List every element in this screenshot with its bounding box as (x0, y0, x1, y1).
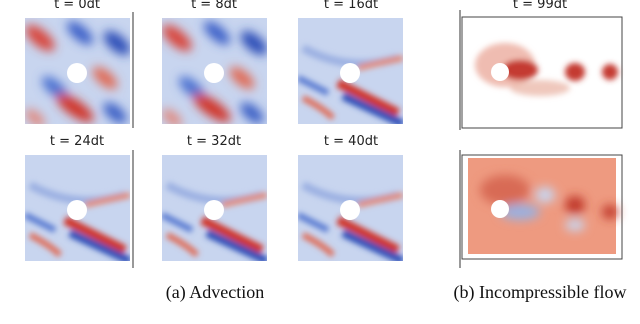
field-image (162, 155, 267, 261)
advection: t = 0dt t = 8dt t = 16dt t = 24dt t = 32… (21, 0, 403, 303)
panel-title: t = 8dt (191, 0, 237, 12)
panel-title: t = 24dt (50, 134, 104, 149)
panel-title: t = 40dt (324, 134, 378, 149)
field-image (21, 17, 134, 130)
incompressible: t = 99dt (b) Incompressible flow (454, 0, 627, 303)
field-image (298, 18, 403, 124)
field-image (25, 155, 130, 261)
panel-title: t = 32dt (187, 134, 241, 149)
field-image (158, 17, 271, 130)
panel-title: t = 16dt (324, 0, 378, 12)
field-image (468, 158, 616, 254)
caption: (b) Incompressible flow (454, 282, 627, 303)
panel-title: t = 99dt (513, 0, 567, 12)
caption: (a) Advection (166, 282, 264, 303)
panel-title: t = 0dt (54, 0, 100, 12)
field-image (298, 155, 403, 261)
field-structures (480, 175, 618, 231)
